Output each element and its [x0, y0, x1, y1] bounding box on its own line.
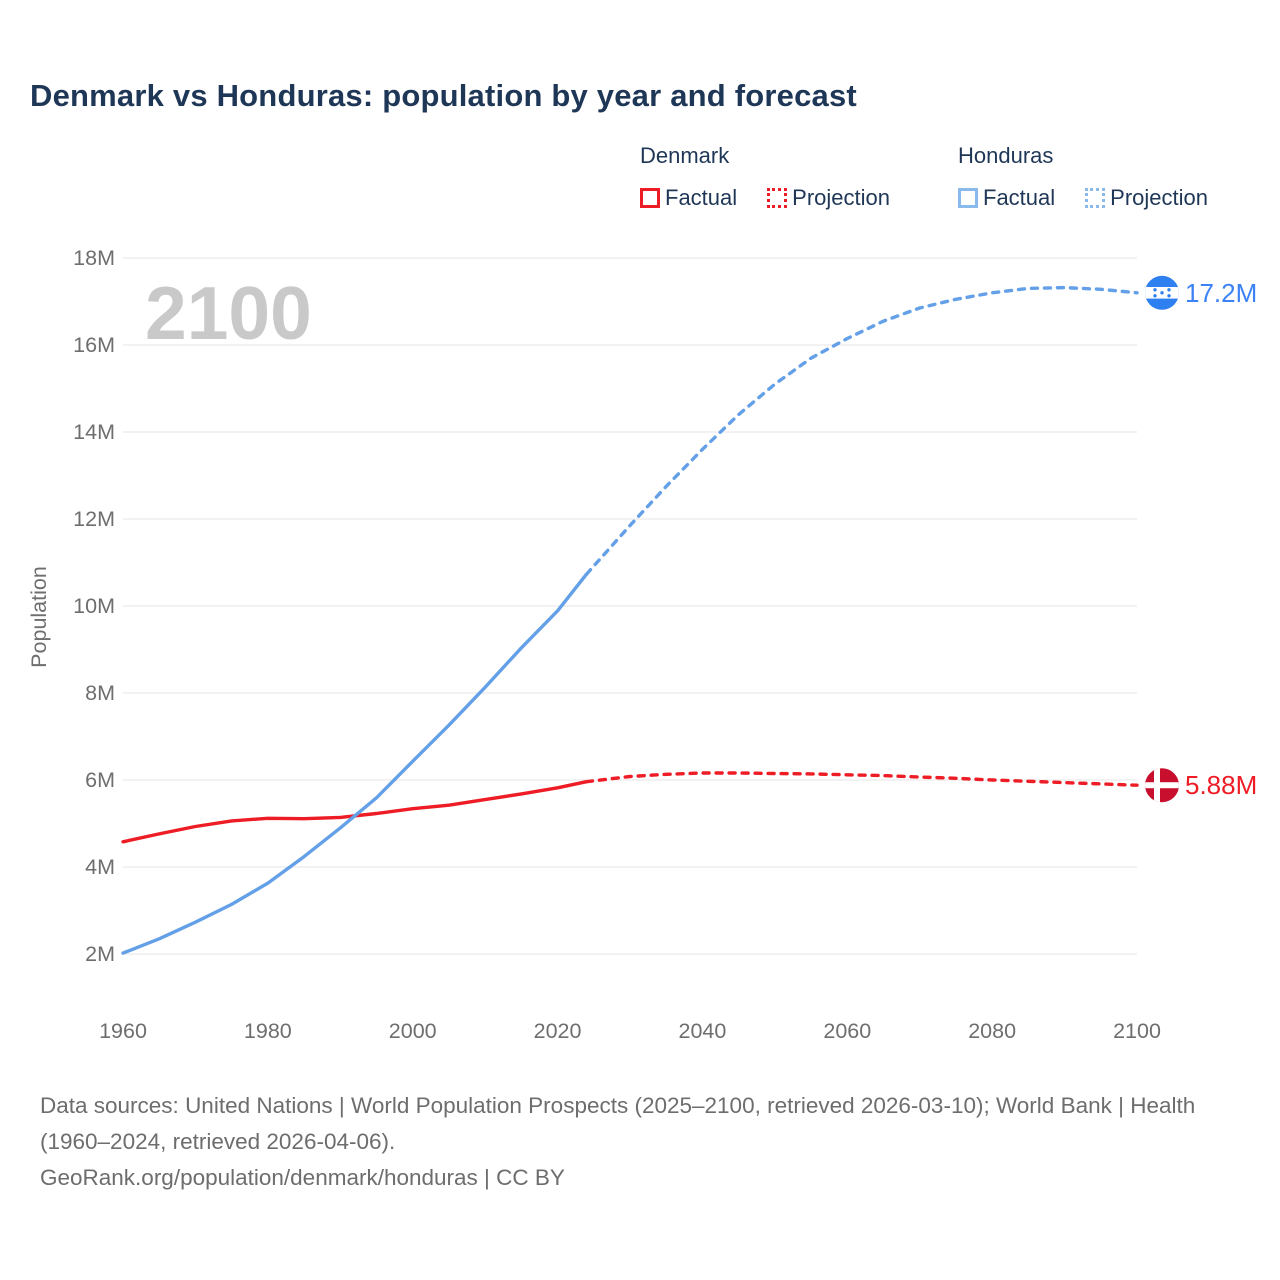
x-axis-tick-label: 1980 — [244, 1019, 292, 1043]
x-axis-tick-label: 2080 — [968, 1019, 1016, 1043]
legend-row-denmark: Factual Projection — [640, 185, 890, 211]
legend-group-title-denmark: Denmark — [640, 143, 730, 168]
legend-item-denmark-factual[interactable]: Factual — [640, 185, 737, 211]
x-axis-tick-label: 1960 — [99, 1019, 147, 1043]
denmark-projection-swatch-icon — [767, 188, 788, 208]
attribution-link: GeoRank.org/population/denmark/honduras … — [40, 1165, 565, 1190]
denmark-end-value-label: 5.88M — [1185, 770, 1257, 800]
x-axis-tick-label: 2060 — [823, 1019, 871, 1043]
honduras-flag-icon — [1145, 275, 1179, 310]
legend-group-denmark: Denmark Factual Projection — [640, 143, 890, 211]
series-honduras-solid — [121, 572, 589, 955]
y-axis-tick-label: 18M — [73, 246, 115, 270]
legend-item-denmark-projection[interactable]: Projection — [767, 185, 890, 211]
y-axis-tick-label: 2M — [85, 942, 115, 966]
honduras-end-value-label: 17.2M — [1185, 278, 1257, 308]
legend-item-honduras-projection[interactable]: Projection — [1085, 185, 1208, 211]
footer: Data sources: United Nations | World Pop… — [40, 1088, 1220, 1196]
y-axis-tick-label: 4M — [85, 855, 115, 879]
page-title: Denmark vs Honduras: population by year … — [30, 78, 857, 113]
legend-group-title-honduras: Honduras — [958, 143, 1054, 168]
series-denmark-solid — [121, 780, 589, 844]
legend-label: Projection — [792, 185, 890, 210]
honduras-factual-swatch-icon — [958, 188, 978, 208]
y-axis-tick-label: 6M — [85, 768, 115, 792]
data-sources-text: Data sources: United Nations | World Pop… — [40, 1093, 1196, 1154]
series-honduras-dashed — [584, 285, 1139, 576]
y-axis-tick-label: 10M — [73, 594, 115, 618]
y-axis-tick-label: 14M — [73, 420, 115, 444]
x-axis-tick-label: 2000 — [389, 1019, 437, 1043]
legend-row-honduras: Factual Projection — [958, 185, 1208, 211]
x-axis-tick-label: 2020 — [534, 1019, 582, 1043]
y-axis-tick-label: 16M — [73, 333, 115, 357]
denmark-factual-swatch-icon — [640, 188, 660, 208]
legend-label: Projection — [1110, 185, 1208, 210]
denmark-flag-icon — [1145, 768, 1179, 803]
legend-label: Factual — [665, 185, 738, 210]
x-axis-tick-label: 2100 — [1113, 1019, 1161, 1043]
legend-item-honduras-factual[interactable]: Factual — [958, 185, 1055, 211]
x-axis-tick-label: 2040 — [679, 1019, 727, 1043]
legend-label: Factual — [983, 185, 1056, 210]
y-axis-tick-label: 8M — [85, 681, 115, 705]
y-axis-tick-label: 12M — [73, 507, 115, 531]
series-denmark-dashed — [584, 771, 1139, 787]
legend-group-honduras: Honduras Factual Projection — [958, 143, 1208, 211]
y-axis-title: Population — [27, 566, 51, 668]
watermark-year: 2100 — [145, 271, 312, 355]
honduras-projection-swatch-icon — [1085, 188, 1106, 208]
